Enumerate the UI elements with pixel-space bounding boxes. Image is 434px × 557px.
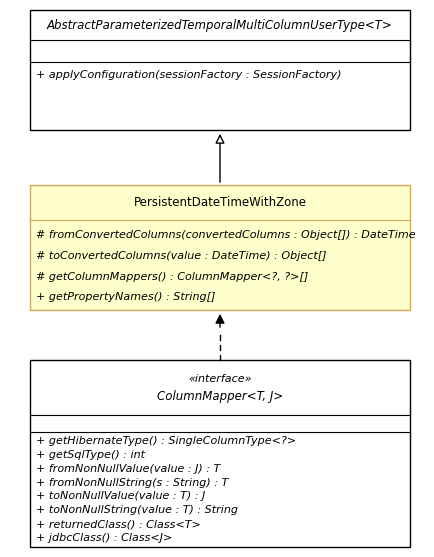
Bar	[30, 360, 409, 547]
Text: + toNonNullString(value : T) : String: + toNonNullString(value : T) : String	[36, 505, 237, 515]
Text: + toNonNullValue(value : T) : J: + toNonNullValue(value : T) : J	[36, 491, 205, 501]
Bar	[30, 10, 409, 130]
Text: «interface»: «interface»	[188, 374, 251, 384]
Text: PersistentDateTimeWithZone: PersistentDateTimeWithZone	[133, 196, 306, 209]
Text: # toConvertedColumns(value : DateTime) : Object[]: # toConvertedColumns(value : DateTime) :…	[36, 251, 326, 261]
Text: AbstractParameterizedTemporalMultiColumnUserType<T>: AbstractParameterizedTemporalMultiColumn…	[47, 18, 392, 32]
Text: + getPropertyNames() : String[]: + getPropertyNames() : String[]	[36, 292, 215, 302]
Text: + fromNonNullValue(value : J) : T: + fromNonNullValue(value : J) : T	[36, 464, 220, 473]
Text: + applyConfiguration(sessionFactory : SessionFactory): + applyConfiguration(sessionFactory : Se…	[36, 70, 341, 80]
Text: + fromNonNullString(s : String) : T: + fromNonNullString(s : String) : T	[36, 477, 228, 487]
Text: # fromConvertedColumns(convertedColumns : Object[]) : DateTime: # fromConvertedColumns(convertedColumns …	[36, 229, 414, 240]
Text: ColumnMapper<T, J>: ColumnMapper<T, J>	[157, 390, 283, 403]
Text: + getSqlType() : int: + getSqlType() : int	[36, 450, 145, 460]
Text: + getHibernateType() : SingleColumnType<?>: + getHibernateType() : SingleColumnType<…	[36, 436, 296, 446]
Text: + jdbcClass() : Class<J>: + jdbcClass() : Class<J>	[36, 533, 172, 543]
Text: # getColumnMappers() : ColumnMapper<?, ?>[]: # getColumnMappers() : ColumnMapper<?, ?…	[36, 271, 308, 281]
Text: + returnedClass() : Class<T>: + returnedClass() : Class<T>	[36, 519, 201, 529]
Bar	[30, 185, 409, 310]
